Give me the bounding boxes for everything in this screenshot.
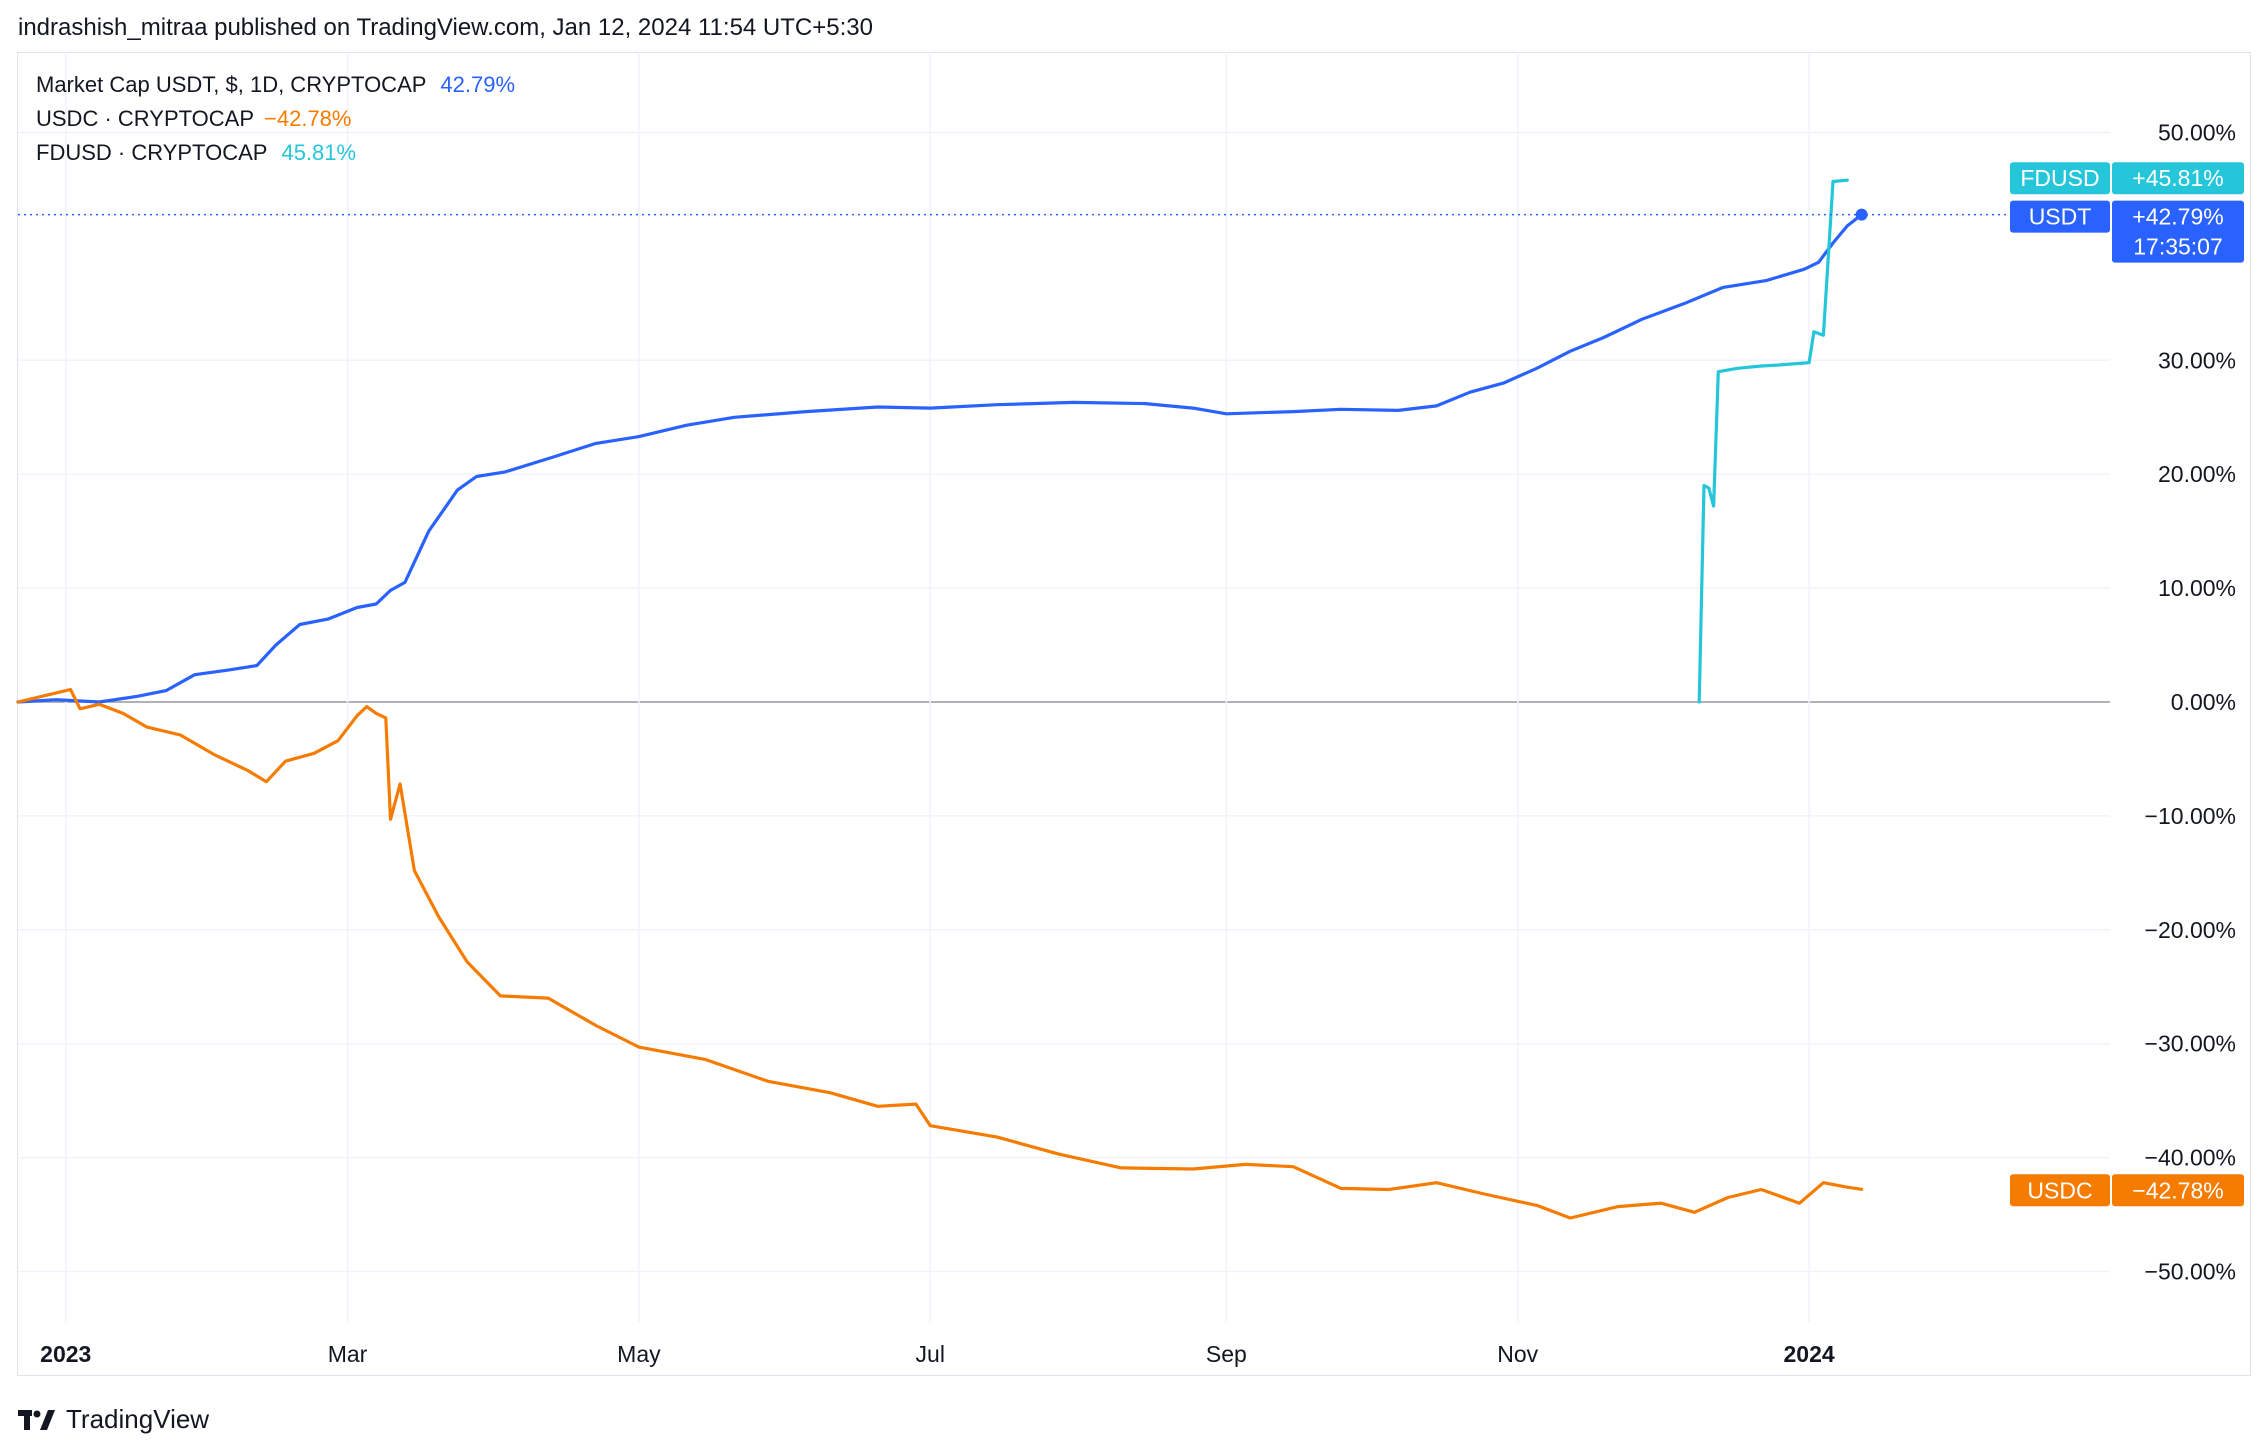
y-tick-label: −30.00% <box>2145 1031 2236 1057</box>
y-tick-label: 20.00% <box>2158 461 2236 487</box>
legend-usdc[interactable]: USDC · CRYPTOCAP −42.78% <box>36 106 351 132</box>
price-scale[interactable]: 50.00% 30.00% 20.00% 10.00% 0.00% −10.00% −20.… <box>2145 120 2236 1285</box>
price-tag-value-box <box>2112 1174 2244 1207</box>
x-tick-label: Jul <box>916 1341 945 1367</box>
tradingview-logo-icon <box>18 1408 58 1432</box>
price-tag-value-box <box>2112 200 2244 263</box>
x-tick-label: May <box>617 1341 661 1367</box>
series-line-fdusd <box>1697 178 1849 704</box>
chart-frame <box>17 52 2251 1376</box>
price-tag-label: USDC <box>2027 1177 2092 1203</box>
legend-usdt-value: 42.79% <box>440 72 516 97</box>
price-tag-label-box <box>2010 162 2110 195</box>
publish-info: indrashish_mitraa published on TradingVi… <box>18 14 873 41</box>
y-tick-label: 50.00% <box>2158 120 2236 146</box>
y-tick-label: −40.00% <box>2145 1145 2236 1171</box>
price-tag-label-box <box>2010 1174 2110 1207</box>
y-tick-label: −50.00% <box>2145 1259 2236 1285</box>
legend-usdc-value: −42.78% <box>264 106 352 131</box>
legend-usdt-name: Market Cap USDT, $, 1D, CRYPTOCAP <box>36 72 427 97</box>
x-tick-label: Mar <box>328 1341 368 1367</box>
legend-fdusd[interactable]: FDUSD · CRYPTOCAP 45.81% <box>36 140 356 166</box>
legend-fdusd-name: FDUSD · CRYPTOCAP <box>36 140 268 165</box>
price-tag-value-box <box>2112 162 2244 195</box>
price-tag-value: −42.78% <box>2132 1177 2223 1203</box>
price-tag-label: USDT <box>2029 204 2092 230</box>
grid-lines <box>18 52 2110 1322</box>
price-tag-label: FDUSD <box>2020 165 2099 191</box>
y-tick-label: 10.00% <box>2158 575 2236 601</box>
y-tick-label: −10.00% <box>2145 803 2236 829</box>
x-tick-label: 2023 <box>40 1341 91 1367</box>
series-line-usdt <box>16 213 1864 704</box>
series-lines <box>16 178 2026 1220</box>
legend-usdt[interactable]: Market Cap USDT, $, 1D, CRYPTOCAP 42.79% <box>36 72 515 98</box>
x-tick-label: 2024 <box>1784 1341 1835 1367</box>
y-tick-label: −20.00% <box>2145 917 2236 943</box>
price-tags: FDUSD +45.81% USDT +42.79% 17:35:07 USDC −42.7… <box>2010 162 2244 1207</box>
y-tick-label: 0.00% <box>2171 689 2236 715</box>
x-tick-label: Sep <box>1206 1341 1247 1367</box>
usdt-last-point <box>1855 208 1868 221</box>
price-tag-usdt: USDT +42.79% 17:35:07 <box>2010 200 2244 263</box>
series-line-usdc <box>16 687 1864 1220</box>
price-tag-label-box <box>2010 200 2110 233</box>
tradingview-footer[interactable]: TradingView <box>18 1404 209 1435</box>
price-tag-value: +42.79% <box>2132 204 2223 230</box>
x-tick-label: Nov <box>1497 1341 1538 1367</box>
price-tag-fdusd: FDUSD +45.81% <box>2010 162 2244 195</box>
legend-usdc-name: USDC · CRYPTOCAP <box>36 106 255 131</box>
price-tag-value: +45.81% <box>2132 165 2223 191</box>
price-tag-usdc: USDC −42.78% <box>2010 1174 2244 1207</box>
price-tag-countdown: 17:35:07 <box>2133 234 2223 260</box>
tradingview-brand-text: TradingView <box>66 1404 210 1434</box>
y-tick-label: 30.00% <box>2158 347 2236 373</box>
legend-fdusd-value: 45.81% <box>281 140 357 165</box>
time-scale[interactable]: 2023 Mar May Jul Sep Nov 2024 <box>40 1341 1835 1367</box>
